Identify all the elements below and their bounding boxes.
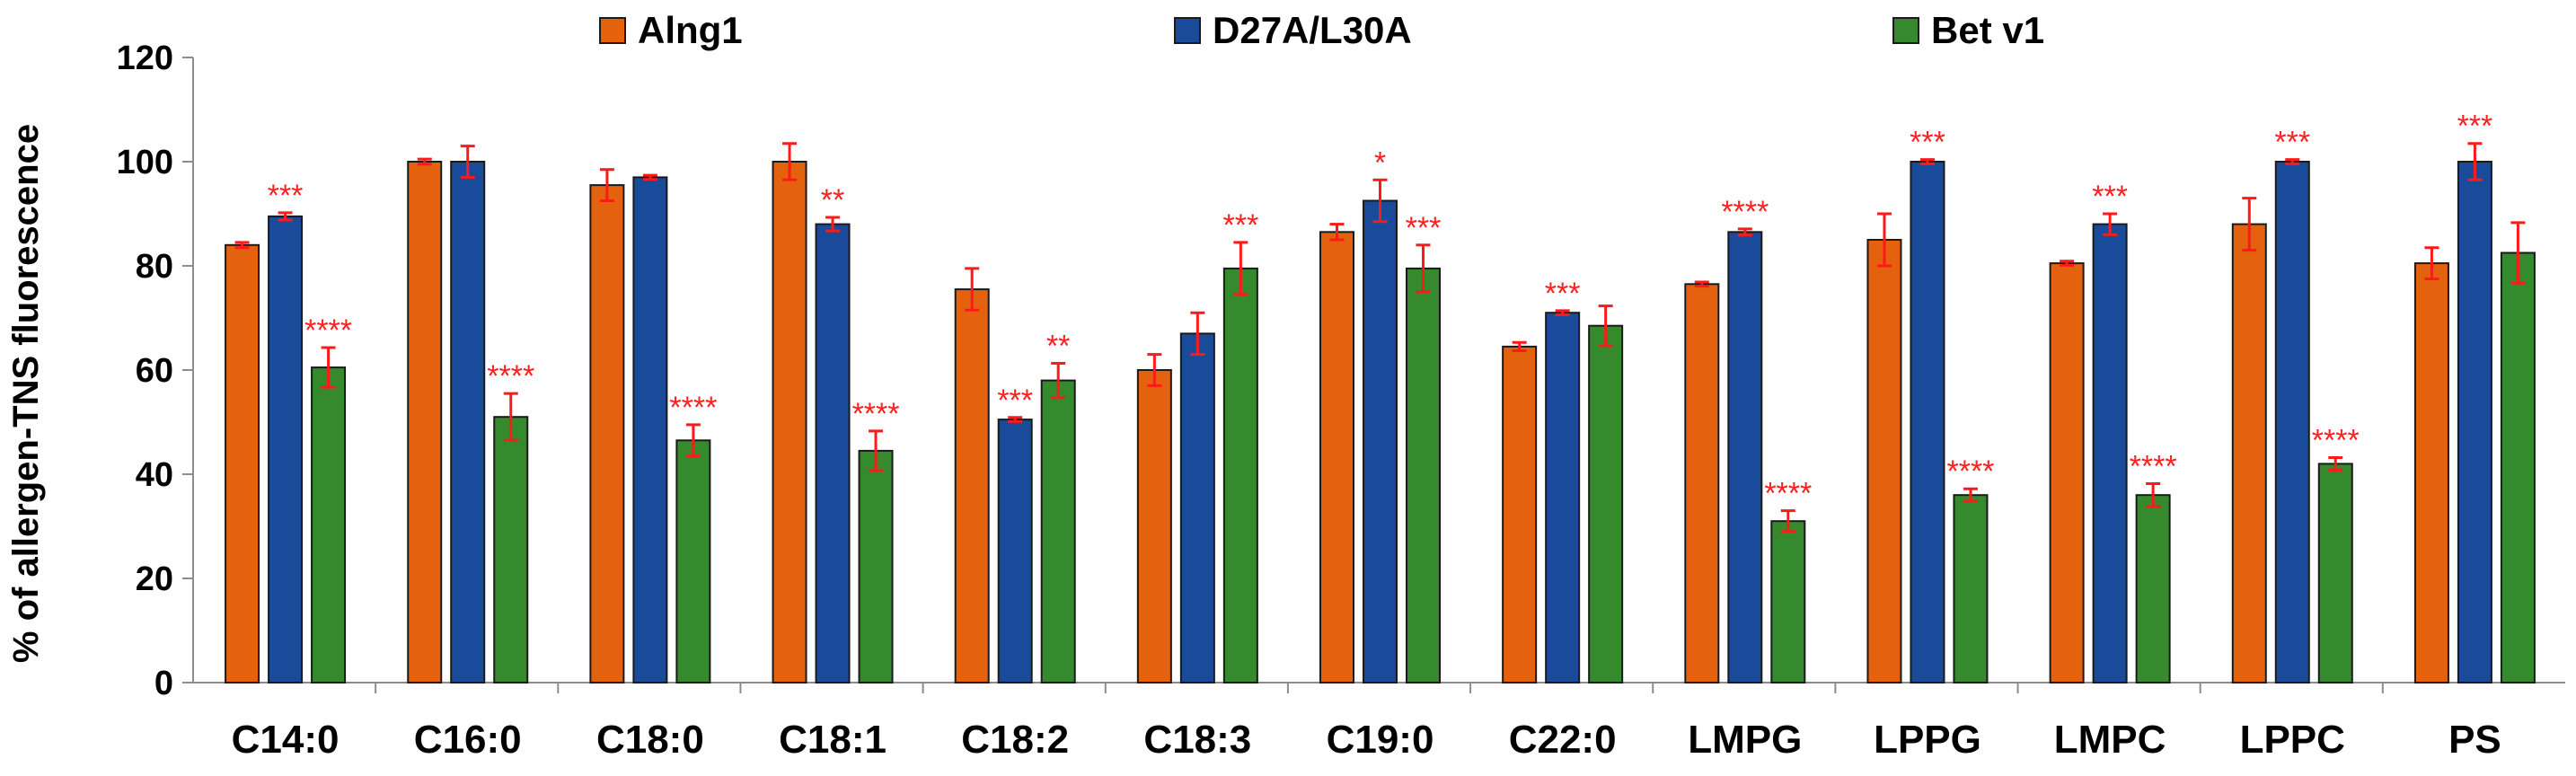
significance-label: ****	[1721, 195, 1769, 229]
x-tick-label: C19:0	[1327, 718, 1434, 762]
bar-d27a-l30a	[2092, 223, 2128, 683]
significance-label: ****	[852, 397, 900, 431]
bar-bet-v1	[1406, 267, 1441, 683]
significance-label: ****	[1946, 454, 1994, 489]
bar-d27a-l30a	[2274, 161, 2310, 683]
bar-d27a-l30a	[268, 215, 304, 683]
bar-d27a-l30a	[1910, 161, 1945, 683]
bar-alng1	[589, 184, 625, 684]
significance-label: ***	[1406, 211, 1442, 245]
bar-alng1	[1866, 239, 1902, 683]
significance-label: ****	[1764, 477, 1812, 511]
bar-alng1	[772, 161, 807, 683]
significance-label: ***	[1545, 277, 1581, 311]
significance-label: ***	[997, 384, 1033, 418]
legend-label: D27A/L30A	[1213, 9, 1412, 51]
significance-label: ***	[1222, 208, 1258, 242]
bar-bet-v1	[1588, 324, 1624, 683]
significance-label: ***	[2092, 180, 2128, 214]
y-tick-label: 80	[136, 248, 173, 286]
bar-alng1	[1136, 369, 1172, 683]
significance-label: ****	[2130, 449, 2177, 483]
legend-swatch-alng1	[599, 17, 626, 44]
bar-bet-v1	[2500, 251, 2536, 683]
x-tick-label: LPPC	[2240, 718, 2345, 762]
x-tick-label: C18:2	[961, 718, 1069, 762]
bar-alng1	[1319, 231, 1354, 683]
legend-label: Alng1	[638, 9, 743, 51]
bar-alng1	[407, 161, 443, 683]
bar-d27a-l30a	[1179, 332, 1215, 683]
bar-d27a-l30a	[632, 176, 668, 683]
y-tick-label: 60	[136, 352, 173, 390]
y-axis: 0 20 40 60 80 100 120	[117, 40, 194, 702]
bar-bet-v1	[1222, 267, 1258, 683]
y-tick-label: 0	[154, 665, 173, 702]
x-tick-label: PS	[2448, 718, 2501, 762]
bar-bet-v1	[311, 366, 347, 683]
bar-bet-v1	[1770, 520, 1806, 684]
x-tick-label: C16:0	[414, 718, 522, 762]
bar-alng1	[2049, 262, 2085, 683]
bar-alng1	[1502, 345, 1538, 683]
bar-bet-v1	[675, 439, 711, 683]
significance-labels: ********************* *******************…	[268, 110, 2493, 511]
x-tick-label: C18:3	[1143, 718, 1251, 762]
y-axis-label: % of allergen-TNS fluorescence	[6, 124, 46, 663]
bar-d27a-l30a	[1727, 231, 1763, 683]
x-tick-label: LPPG	[1874, 718, 1981, 762]
bar-bet-v1	[493, 416, 529, 683]
bar-alng1	[2413, 262, 2449, 683]
x-tick-label: LMPC	[2054, 718, 2166, 762]
bar-bet-v1	[1953, 494, 1989, 684]
bar-bet-v1	[858, 449, 894, 683]
x-tick-label: LMPG	[1688, 718, 1802, 762]
bar-alng1	[2231, 223, 2267, 683]
bar-alng1	[954, 288, 990, 683]
y-tick-label: 100	[117, 144, 173, 181]
bar-bet-v1	[2135, 494, 2171, 684]
bar-bet-v1	[2317, 463, 2353, 684]
significance-label: ***	[268, 179, 304, 213]
bar-bet-v1	[1040, 379, 1076, 683]
significance-label: ***	[1910, 126, 1945, 160]
significance-label: ****	[2312, 423, 2360, 457]
error-bars	[234, 142, 2526, 534]
y-tick-label: 20	[136, 560, 173, 598]
significance-label: ***	[2274, 126, 2310, 160]
chart-legend: Alng1 D27A/L30A Bet v1	[599, 9, 2044, 51]
legend-label: Bet v1	[1931, 9, 2044, 51]
bar-d27a-l30a	[815, 223, 851, 683]
significance-label: *	[1374, 146, 1386, 180]
significance-label: ****	[669, 391, 717, 425]
bar-d27a-l30a	[450, 161, 486, 683]
legend-swatch-bet-v1	[1892, 17, 1919, 44]
bar-d27a-l30a	[1363, 199, 1398, 683]
x-tick-label: C22:0	[1509, 718, 1617, 762]
x-axis: C14:0 C16:0 C18:0 C18:1 C18:2 C18:3 C19:0 C22:0…	[193, 682, 2565, 762]
bar-alng1	[1684, 283, 1720, 683]
bar-d27a-l30a	[997, 419, 1033, 683]
bar-series	[225, 161, 2536, 684]
y-tick-label: 40	[136, 456, 173, 494]
y-tick-label: 120	[117, 40, 173, 77]
bar-d27a-l30a	[1545, 312, 1581, 683]
significance-label: ****	[487, 359, 534, 393]
significance-label: **	[1046, 329, 1070, 363]
bar-d27a-l30a	[2457, 161, 2492, 683]
legend-swatch-d27a-l30a	[1174, 17, 1201, 44]
x-tick-label: C18:0	[596, 718, 704, 762]
significance-label: ****	[304, 313, 352, 348]
significance-label: ***	[2457, 110, 2493, 144]
significance-label: **	[821, 183, 844, 217]
x-tick-label: C18:1	[779, 718, 887, 762]
bar-alng1	[225, 243, 260, 683]
x-tick-label: C14:0	[232, 718, 340, 762]
